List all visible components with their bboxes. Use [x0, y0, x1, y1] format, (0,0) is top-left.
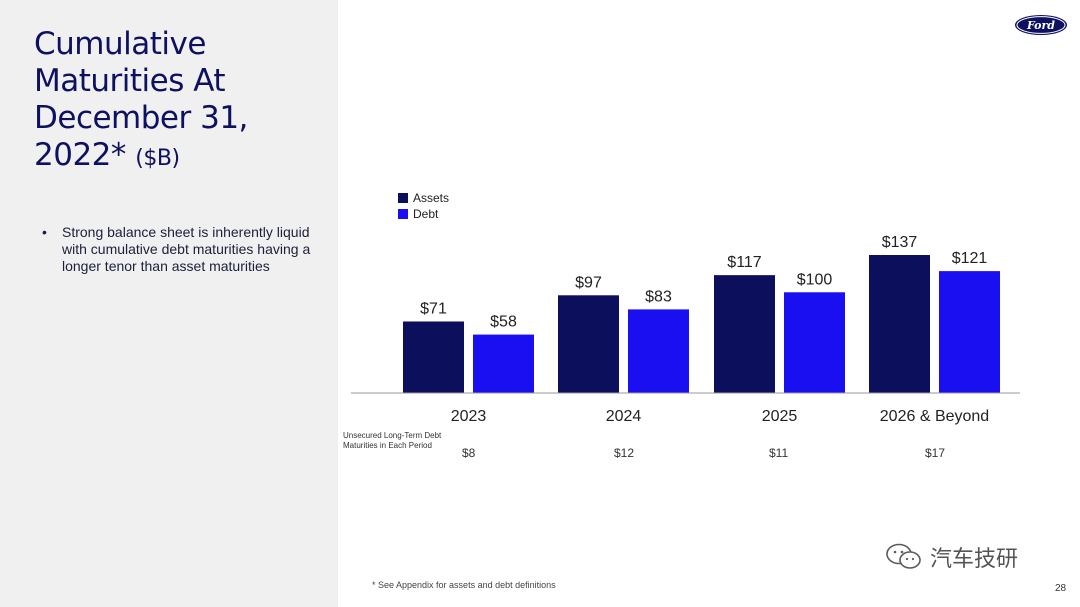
logo-text: Ford — [1026, 19, 1055, 32]
bar-assets-0 — [403, 321, 464, 393]
table-cell-2024: $12 — [614, 446, 635, 460]
bar-debt-3 — [939, 271, 1000, 393]
watermark: 汽车技研 — [884, 541, 1018, 573]
table-row-label: Unsecured Long-Term Debt Maturities in E… — [343, 431, 442, 450]
ford-logo: Ford — [1015, 15, 1067, 35]
data-label-debt-1: $83 — [645, 288, 672, 305]
bar-assets-3 — [869, 255, 930, 393]
bullet-item: Strong balance sheet is inherently liqui… — [42, 224, 322, 275]
x-tick-label-3: 2026 & Beyond — [880, 408, 989, 425]
maturities-chart: Assets Debt $71 $58 2023 $97 $83 2024 $117 $100 20… — [351, 191, 1020, 425]
bullet-list: Strong balance sheet is inherently liqui… — [42, 224, 322, 275]
x-tick-label-0: 2023 — [451, 408, 487, 425]
data-label-assets-0: $71 — [420, 300, 447, 317]
title-main: Cumulative Maturities At December 31, 20… — [34, 26, 248, 173]
bar-assets-2 — [714, 275, 775, 393]
left-panel — [0, 0, 338, 607]
bar-debt-1 — [628, 309, 689, 393]
page-title: Cumulative Maturities At December 31, 20… — [34, 26, 334, 177]
bar-assets-1 — [558, 295, 619, 393]
wechat-icon — [886, 543, 921, 569]
page-number: 28 — [1055, 583, 1067, 594]
watermark-text: 汽车技研 — [930, 546, 1019, 571]
x-tick-label-1: 2024 — [606, 408, 642, 425]
x-tick-label-2: 2025 — [762, 408, 798, 425]
bar-debt-2 — [784, 292, 845, 393]
legend-swatch-debt — [398, 209, 408, 219]
table-cell-2023: $8 — [462, 446, 476, 460]
legend-label-assets: Assets — [413, 191, 449, 205]
data-label-debt-3: $121 — [952, 250, 988, 267]
table-cell-2025: $11 — [769, 446, 789, 460]
legend-swatch-assets — [398, 193, 408, 203]
data-label-debt-2: $100 — [797, 271, 833, 288]
footnote: * See Appendix for assets and debt defin… — [372, 580, 556, 590]
data-label-assets-2: $117 — [727, 254, 762, 271]
table-cell-2026-beyond: $17 — [925, 446, 946, 460]
title-unit: ($B) — [135, 146, 180, 171]
data-label-debt-0: $58 — [490, 314, 517, 331]
data-label-assets-3: $137 — [882, 234, 918, 251]
legend-label-debt: Debt — [413, 207, 439, 221]
bar-debt-0 — [473, 334, 534, 393]
data-label-assets-1: $97 — [575, 274, 602, 291]
